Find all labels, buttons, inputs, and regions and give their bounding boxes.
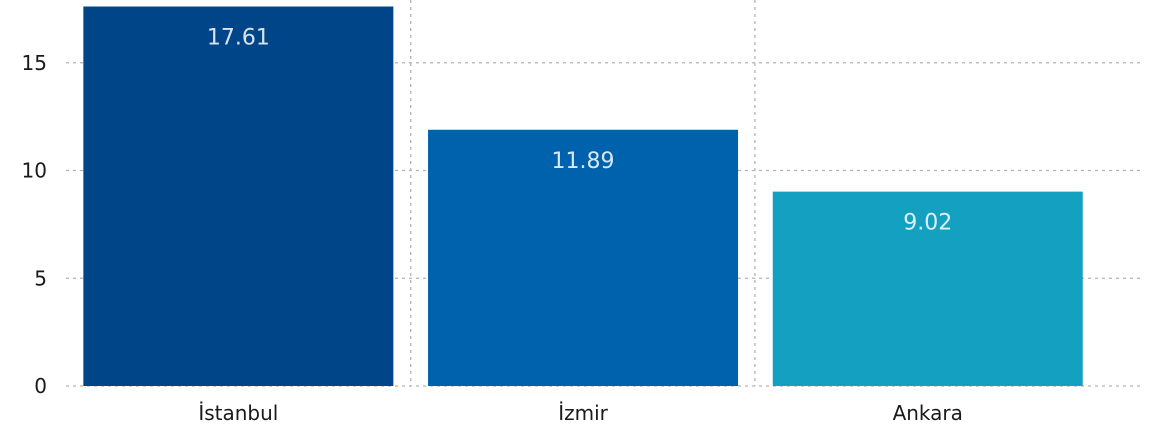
bar-3 [772, 191, 1083, 386]
y-tick-label: 15 [22, 51, 47, 75]
y-axis-tick-labels: 0 5 10 15 [22, 51, 47, 398]
bars [83, 6, 1083, 387]
bar-value-label: 9.02 [903, 211, 952, 236]
y-tick-label: 10 [22, 159, 47, 183]
bar-1 [83, 6, 394, 387]
x-axis-category-labels: İstanbul İzmir Ankara [198, 401, 963, 425]
category-label: İstanbul [198, 401, 278, 425]
y-tick-label: 0 [34, 374, 47, 398]
bar-value-label: 11.89 [552, 149, 615, 174]
vertical-gridlines [410, 0, 756, 386]
bar-value-label: 17.61 [207, 26, 270, 51]
category-label: İzmir [558, 401, 608, 425]
bar-2 [428, 129, 739, 386]
data-labels: 17.61 11.89 9.02 [207, 26, 952, 236]
y-tick-label: 5 [34, 266, 47, 290]
category-label: Ankara [893, 401, 963, 425]
